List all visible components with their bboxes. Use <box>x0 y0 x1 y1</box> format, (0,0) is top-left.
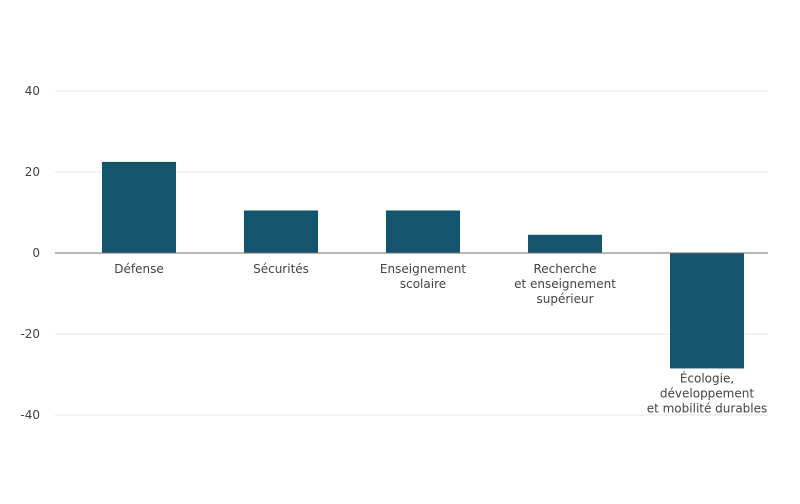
y-tick-label: 20 <box>25 165 40 179</box>
category-label: supérieur <box>536 292 593 306</box>
bars <box>102 161 744 369</box>
category-label: scolaire <box>400 277 446 291</box>
y-tick-label: -40 <box>20 408 40 422</box>
y-axis-ticks: 40 20 0 -20 -40 <box>20 84 40 422</box>
category-label: développement <box>660 386 754 400</box>
category-label: Défense <box>114 262 163 276</box>
category-label: Enseignement <box>380 262 466 276</box>
bar <box>528 234 602 253</box>
y-tick-label: -20 <box>20 327 40 341</box>
bar <box>102 161 176 253</box>
category-label: Recherche <box>533 262 596 276</box>
bar <box>244 210 318 253</box>
category-label: et enseignement <box>514 277 616 291</box>
bar <box>386 210 460 253</box>
category-label: Sécurités <box>253 262 309 276</box>
category-label: Écologie, <box>680 370 734 385</box>
y-tick-label: 40 <box>25 84 40 98</box>
bar <box>670 253 744 369</box>
category-label: et mobilité durables <box>647 401 768 415</box>
y-tick-label: 0 <box>32 246 40 260</box>
